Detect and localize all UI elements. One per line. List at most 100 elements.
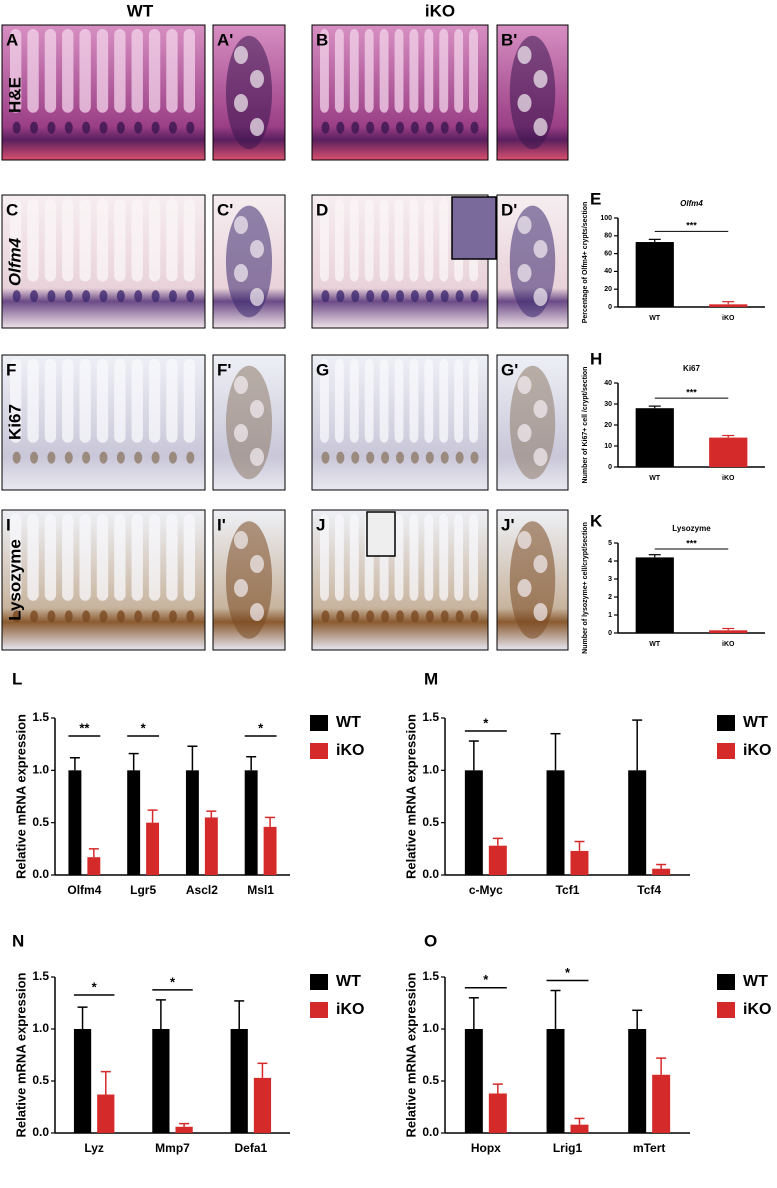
y-tick-label: 0.0 <box>32 1125 49 1139</box>
micrograph: F <box>1 354 206 491</box>
bar <box>570 1124 589 1133</box>
x-tick-label: Hopx <box>471 1141 501 1155</box>
tissue-texture <box>379 29 389 113</box>
tissue-texture <box>183 29 195 113</box>
tissue-texture <box>234 216 248 234</box>
tissue-texture <box>79 514 91 601</box>
x-tick-label: iKO <box>722 641 735 648</box>
panel-letter: B' <box>501 30 517 49</box>
tissue-texture <box>131 359 143 443</box>
tissue-texture <box>509 35 556 150</box>
tissue-texture <box>10 359 22 443</box>
tissue-texture <box>439 359 449 443</box>
legend-label: iKO <box>336 1001 364 1018</box>
tissue-texture <box>148 514 161 601</box>
tissue-texture <box>166 514 178 601</box>
tissue-texture <box>410 610 419 623</box>
tissue-texture <box>440 610 449 623</box>
panel-letter: M <box>424 669 438 688</box>
significance-label: *** <box>686 221 697 231</box>
micrograph: J' <box>496 509 569 651</box>
tissue-texture <box>225 365 273 480</box>
y-tick-label: 0 <box>608 464 612 471</box>
tissue-texture <box>381 451 390 464</box>
tissue-texture <box>351 290 360 303</box>
bar <box>488 845 507 875</box>
tissue-texture <box>455 451 464 464</box>
tissue-texture <box>64 290 73 303</box>
tissue-texture <box>47 290 56 303</box>
tissue-texture <box>82 290 91 303</box>
micrograph: G' <box>496 354 569 491</box>
tissue-texture <box>151 610 160 623</box>
tissue-texture <box>321 121 330 134</box>
y-tick-label: 0.0 <box>32 867 49 881</box>
tissue-texture <box>250 240 264 258</box>
tissue-texture <box>168 610 177 623</box>
x-tick-label: WT <box>649 641 661 648</box>
tissue-texture <box>320 199 329 282</box>
tissue-texture <box>509 205 556 318</box>
tissue-texture <box>394 29 404 113</box>
y-axis-label: Number of Ki67+ cell /crypt/section <box>582 367 589 484</box>
y-tick-label: 80 <box>604 233 612 240</box>
tissue-texture <box>27 199 39 282</box>
tissue-texture <box>517 579 532 597</box>
tissue-texture <box>183 359 195 443</box>
tissue-texture <box>321 290 330 303</box>
y-tick-label: 0.5 <box>422 1073 439 1087</box>
tissue-texture <box>250 400 264 418</box>
panel-letter: I' <box>217 515 226 534</box>
tissue-texture <box>62 199 74 282</box>
tissue-texture <box>455 610 464 623</box>
legend-swatch <box>717 715 735 731</box>
x-tick-label: Lyz <box>84 1141 104 1155</box>
tissue-texture <box>336 610 345 623</box>
legend-label: iKO <box>743 1001 771 1018</box>
tissue-texture <box>64 451 73 464</box>
legend-swatch <box>310 743 328 759</box>
tissue-texture <box>250 555 264 573</box>
y-tick-label: 1.5 <box>32 969 49 983</box>
bar-chart: M Relative mRNA expression 0.0 0.5 1.0 1.5 c-M… <box>403 669 771 897</box>
tissue-texture <box>509 365 556 480</box>
tissue-texture <box>470 290 479 303</box>
tissue-texture <box>30 610 39 623</box>
tissue-texture <box>134 610 143 623</box>
x-tick-label: Msl1 <box>247 883 274 897</box>
y-tick-label: 3 <box>608 576 612 583</box>
panel-letter: L <box>12 669 22 688</box>
significance-label: * <box>565 965 571 980</box>
tissue-texture <box>440 290 449 303</box>
tissue-texture <box>12 451 21 464</box>
tissue-texture <box>183 199 195 282</box>
tissue-texture <box>469 359 478 443</box>
tissue-texture <box>82 121 91 134</box>
tissue-texture <box>336 451 345 464</box>
bar <box>185 770 199 875</box>
inset <box>366 511 396 557</box>
column-header: WT <box>127 1 154 20</box>
tissue-texture <box>27 514 39 601</box>
bar-chart: L Relative mRNA expression 0.0 0.5 1.0 1.5 Olf… <box>12 669 364 897</box>
tissue-texture <box>366 121 375 134</box>
y-axis-label: Relative mRNA expression <box>13 714 28 879</box>
legend-swatch <box>717 743 735 759</box>
bar <box>97 1094 115 1133</box>
tissue-texture <box>225 521 273 639</box>
bar-chart: E Olfm4 Percentage of Olfm4+ crypts/sectio… <box>582 189 765 323</box>
tissue-texture <box>517 264 532 282</box>
micrograph: B' <box>496 24 569 161</box>
panel-letter: A <box>6 30 18 49</box>
tissue-texture <box>469 514 478 601</box>
tissue-texture <box>409 199 419 282</box>
x-tick-label: Tcf1 <box>556 883 580 897</box>
tissue-texture <box>186 610 195 623</box>
tissue-texture <box>99 451 108 464</box>
tissue-texture <box>349 359 359 443</box>
bar <box>709 437 748 467</box>
bar <box>709 304 748 307</box>
tissue-texture <box>424 29 434 113</box>
tissue-texture <box>455 290 464 303</box>
significance-label: * <box>483 715 489 730</box>
